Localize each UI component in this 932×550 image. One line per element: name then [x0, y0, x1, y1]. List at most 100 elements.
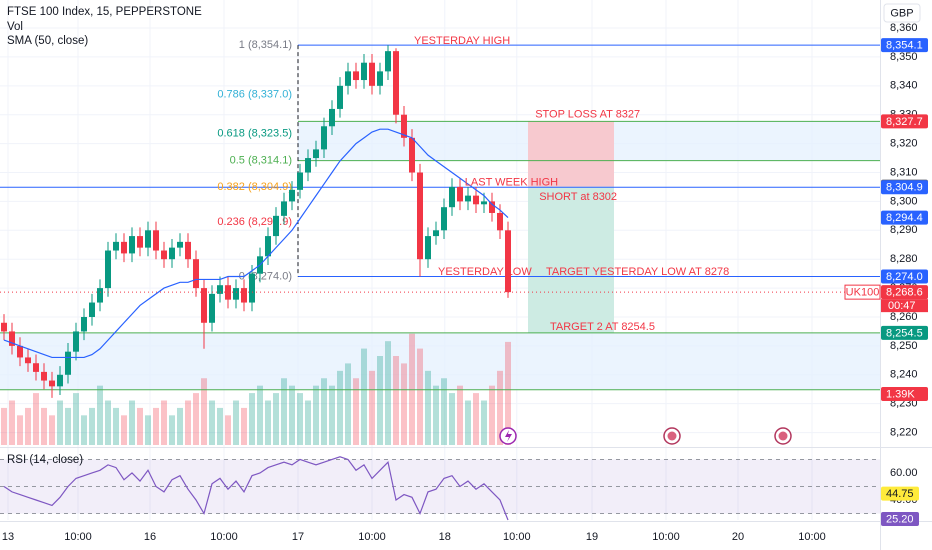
annotation: SHORT at 8302: [539, 191, 617, 203]
candle-body: [209, 293, 215, 323]
volume-bar: [249, 393, 255, 445]
volume-bar: [25, 407, 31, 445]
price-label-box: [881, 210, 928, 225]
candle-body: [265, 236, 271, 257]
volume-bar: [129, 400, 135, 445]
zone: [0, 332, 880, 390]
annotation: STOP LOSS AT 8327: [535, 109, 640, 121]
y-tick-label: 8,350: [890, 51, 918, 63]
volume-bar: [209, 400, 215, 445]
volume-bar: [345, 363, 351, 445]
annotation: YESTERDAY HIGH: [414, 35, 510, 47]
price-label-box: [881, 38, 928, 53]
candle-body: [185, 241, 191, 260]
candle-body: [9, 331, 15, 346]
event-icon-glyph: [667, 431, 677, 441]
volume-bar: [257, 385, 263, 445]
candle-body: [489, 201, 495, 213]
stop-zone: [528, 121, 614, 187]
rsi-tick-label: 60.00: [890, 467, 918, 479]
price-label-box: [881, 269, 928, 284]
volume-bar: [377, 356, 383, 445]
volume-bar: [17, 415, 23, 445]
candle-body: [385, 51, 391, 72]
y-tick-label: 8,310: [890, 166, 918, 178]
x-tick-label: 20: [732, 531, 744, 543]
volume-bar: [97, 385, 103, 445]
volume-bar: [337, 370, 343, 445]
event-icon-glyph: [778, 431, 788, 441]
candle-body: [233, 288, 239, 300]
candle-body: [473, 195, 479, 205]
candle-body: [169, 247, 175, 260]
candle-body: [153, 230, 159, 251]
volume-bar: [9, 400, 15, 445]
candle-body: [321, 126, 327, 150]
volume-bar: [321, 378, 327, 445]
fib-label: 1 (8,354.1): [239, 39, 292, 51]
y-tick-label: 8,340: [890, 80, 918, 92]
price-label: 8,254.5: [886, 327, 923, 339]
volume-bar: [177, 407, 183, 445]
candle-body: [121, 241, 127, 254]
volume-bar: [361, 348, 367, 445]
event-icon-glyph: [505, 430, 512, 442]
volume-bar: [465, 400, 471, 445]
fib-label: 0.236 (8,292.9): [217, 216, 292, 228]
volume-bar: [1, 407, 7, 445]
candle-body: [425, 236, 431, 260]
y-tick-label: 8,290: [890, 224, 918, 236]
candle-body: [113, 241, 119, 251]
volume-bar: [489, 385, 495, 445]
volume-bar: [105, 400, 111, 445]
candle-body: [1, 322, 7, 332]
price-label-box: [881, 325, 928, 340]
volume-bar: [329, 385, 335, 445]
candle-body: [401, 114, 407, 138]
fib-label: 0 (8,274.0): [239, 270, 292, 282]
candle-body: [161, 250, 167, 260]
fib-label: 0.618 (8,323.5): [217, 127, 292, 139]
x-tick-label: 10:00: [358, 531, 386, 543]
price-label-box: [881, 285, 928, 300]
volume-bar: [121, 415, 127, 445]
volume-bar: [401, 363, 407, 445]
candle-body: [417, 172, 423, 260]
price-label: 8,354.1: [886, 39, 923, 51]
candle-body: [297, 172, 303, 190]
y-tick-label: 8,360: [890, 22, 918, 34]
rsi-label-box: [881, 512, 919, 526]
price-label: 8,268.6: [886, 287, 923, 299]
volume-bar: [33, 393, 39, 445]
rsi-pane: [0, 456, 880, 521]
currency-box[interactable]: [883, 3, 921, 23]
volume-bar: [425, 370, 431, 445]
candle-body: [41, 371, 47, 381]
candle-body: [329, 108, 335, 127]
volume-bar: [297, 393, 303, 445]
candle-body: [353, 71, 359, 81]
annotation: YESTERDAY LOW: [438, 266, 532, 278]
volume-bar: [201, 378, 207, 445]
volume-bar: [481, 400, 487, 445]
countdown: 00:47: [888, 300, 916, 312]
volume-bar: [369, 370, 375, 445]
candle-body: [449, 186, 455, 208]
candle-body: [465, 195, 471, 202]
volume-bar: [417, 348, 423, 445]
x-tick-label: 19: [586, 531, 598, 543]
x-tick-label: 10:00: [652, 531, 680, 543]
price-label: 8,294.4: [886, 212, 923, 224]
price-label: 8,274.0: [886, 271, 923, 283]
volume-bar: [497, 370, 503, 445]
candle-body: [289, 189, 295, 202]
candle-body: [273, 215, 279, 237]
x-tick-label: 13: [2, 531, 14, 543]
volume-bar: [241, 407, 247, 445]
candle-body: [305, 158, 311, 173]
candle-body: [313, 149, 319, 159]
volume-bar: [449, 393, 455, 445]
candle-body: [249, 273, 255, 303]
rsi-ma-label-box: [881, 486, 919, 501]
